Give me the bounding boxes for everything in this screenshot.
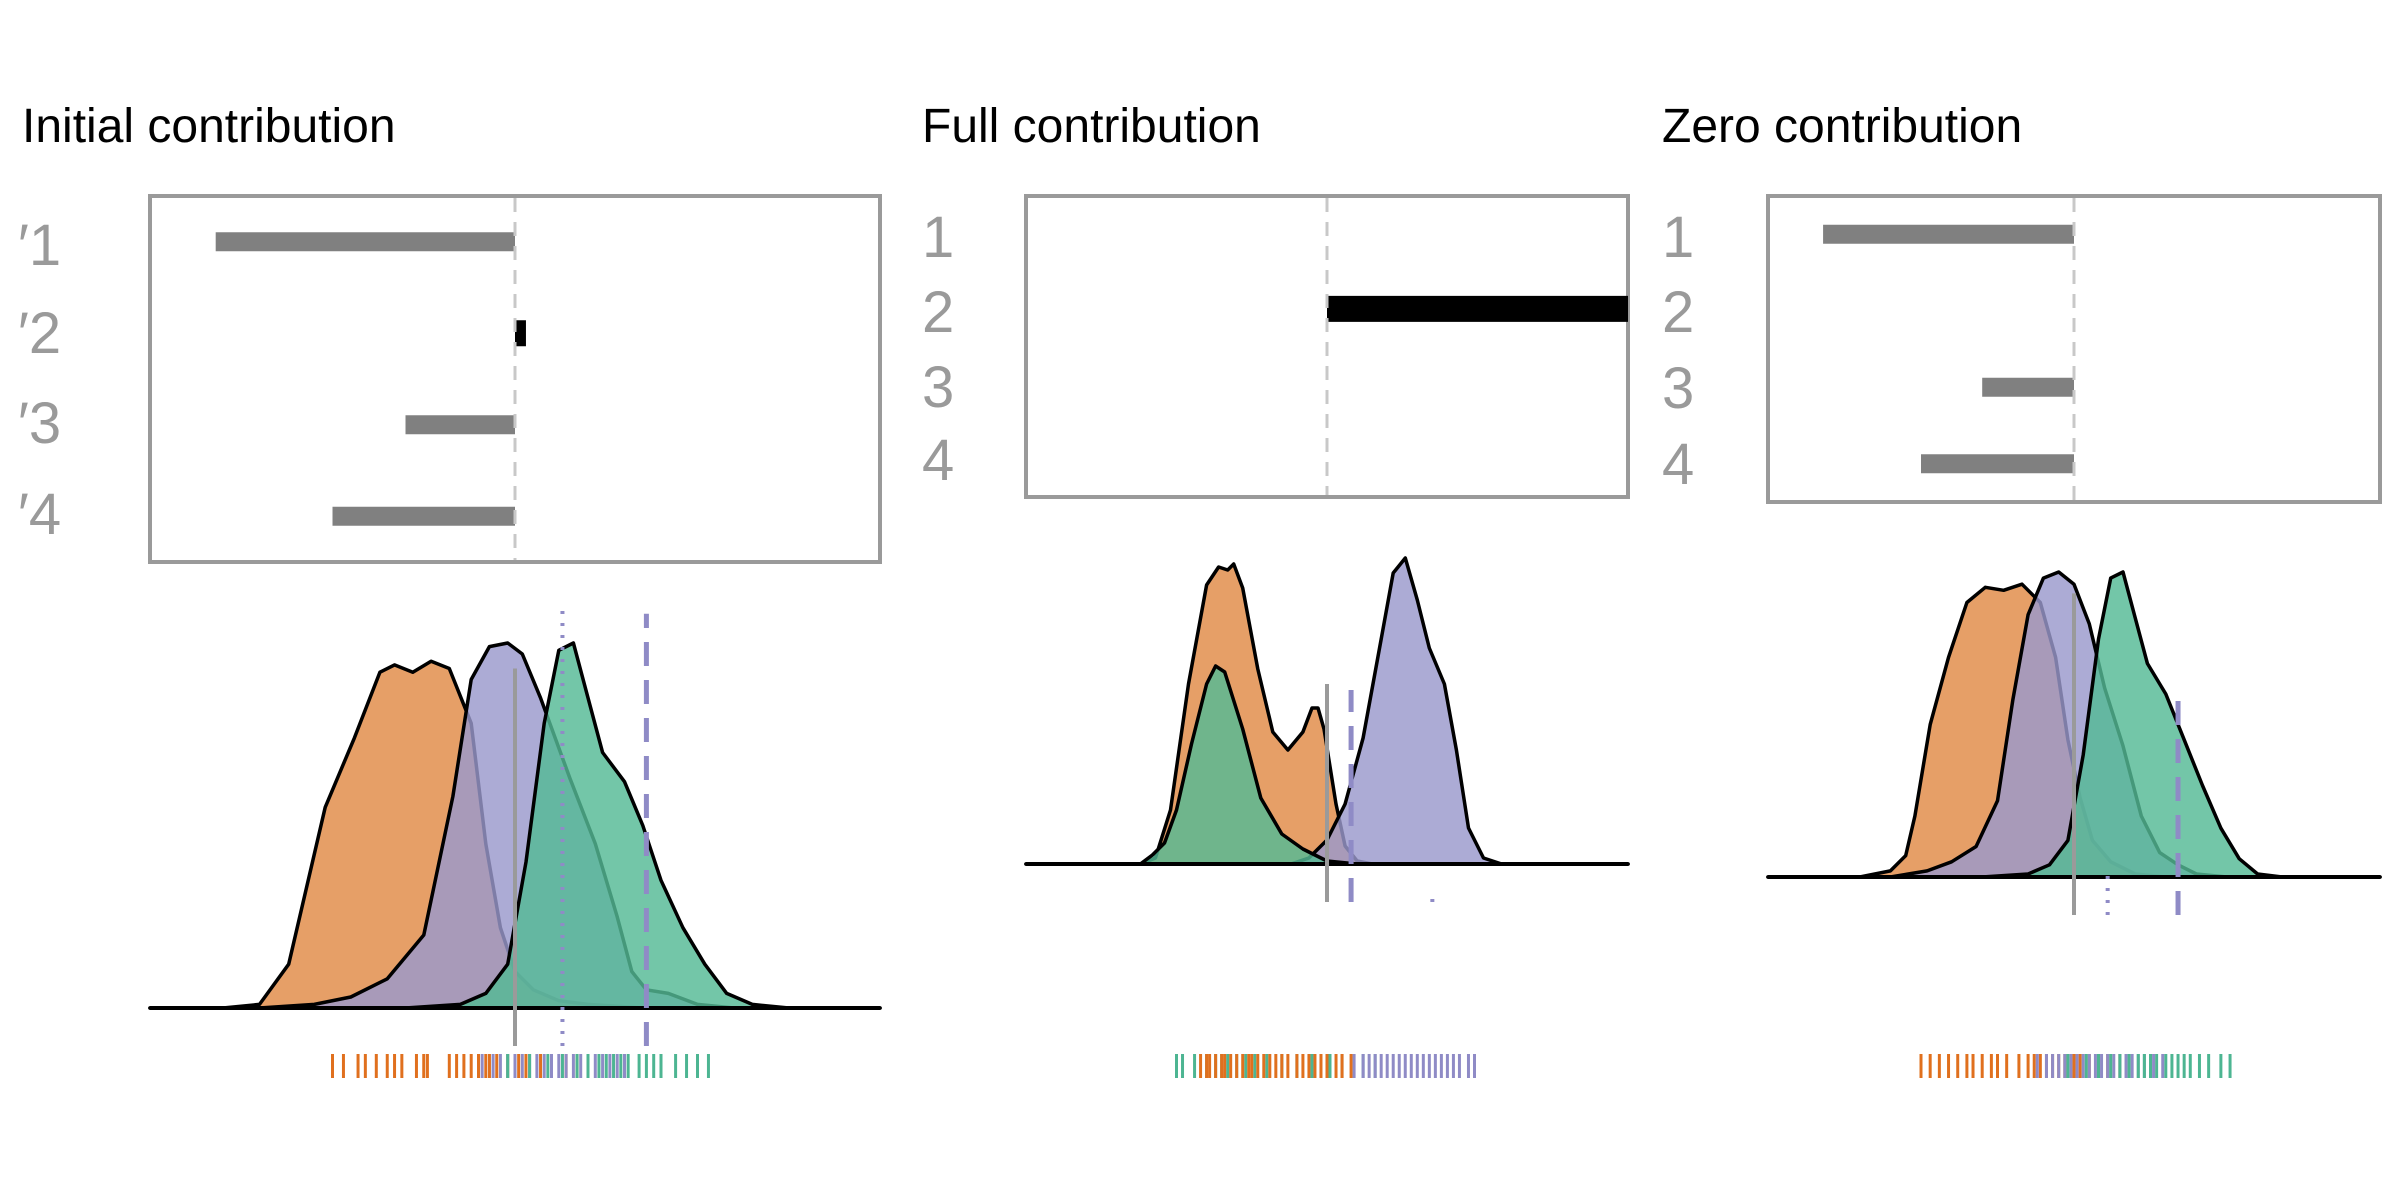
- bar-1: [1823, 224, 2074, 244]
- category-label-3: ′3: [18, 391, 61, 456]
- bar-panel-frame: [1766, 194, 2382, 504]
- category-label-3: 3: [1662, 356, 1694, 421]
- bar-2: [515, 320, 526, 347]
- category-label-1: ′1: [18, 213, 61, 278]
- bar-1: [215, 232, 515, 252]
- category-label-4: ′4: [18, 482, 61, 547]
- bar-panel-frame: [148, 194, 882, 564]
- panel-title: Full contribution: [922, 100, 1261, 153]
- category-label-3: 3: [922, 355, 954, 420]
- bar-4: [1921, 454, 2074, 474]
- category-label-2: 2: [922, 280, 954, 345]
- panel-full-contribution: Full contribution 1 2 3 4: [922, 100, 1630, 1078]
- bar-3: [405, 415, 515, 435]
- panel-zero-contribution: Zero contribution 1 2 3 4: [1662, 100, 2382, 1078]
- bar-2: [1327, 295, 1628, 322]
- category-label-1: 1: [1662, 205, 1694, 270]
- category-label-2: ′2: [18, 301, 61, 366]
- panel-title: Zero contribution: [1662, 100, 2022, 153]
- category-label-2: 2: [1662, 280, 1694, 345]
- bar-4: [332, 506, 515, 526]
- bar-3: [1982, 377, 2074, 397]
- bar-panel-frame: [1024, 194, 1630, 499]
- category-label-4: 4: [1662, 432, 1694, 497]
- density-purple: [1024, 556, 1630, 866]
- category-label-4: 4: [922, 428, 954, 493]
- panel-title: Initial contribution: [22, 100, 396, 153]
- category-label-1: 1: [922, 205, 954, 270]
- panel-initial-contribution: Initial contribution ′1 ′2 ′3 ′4: [18, 100, 882, 1078]
